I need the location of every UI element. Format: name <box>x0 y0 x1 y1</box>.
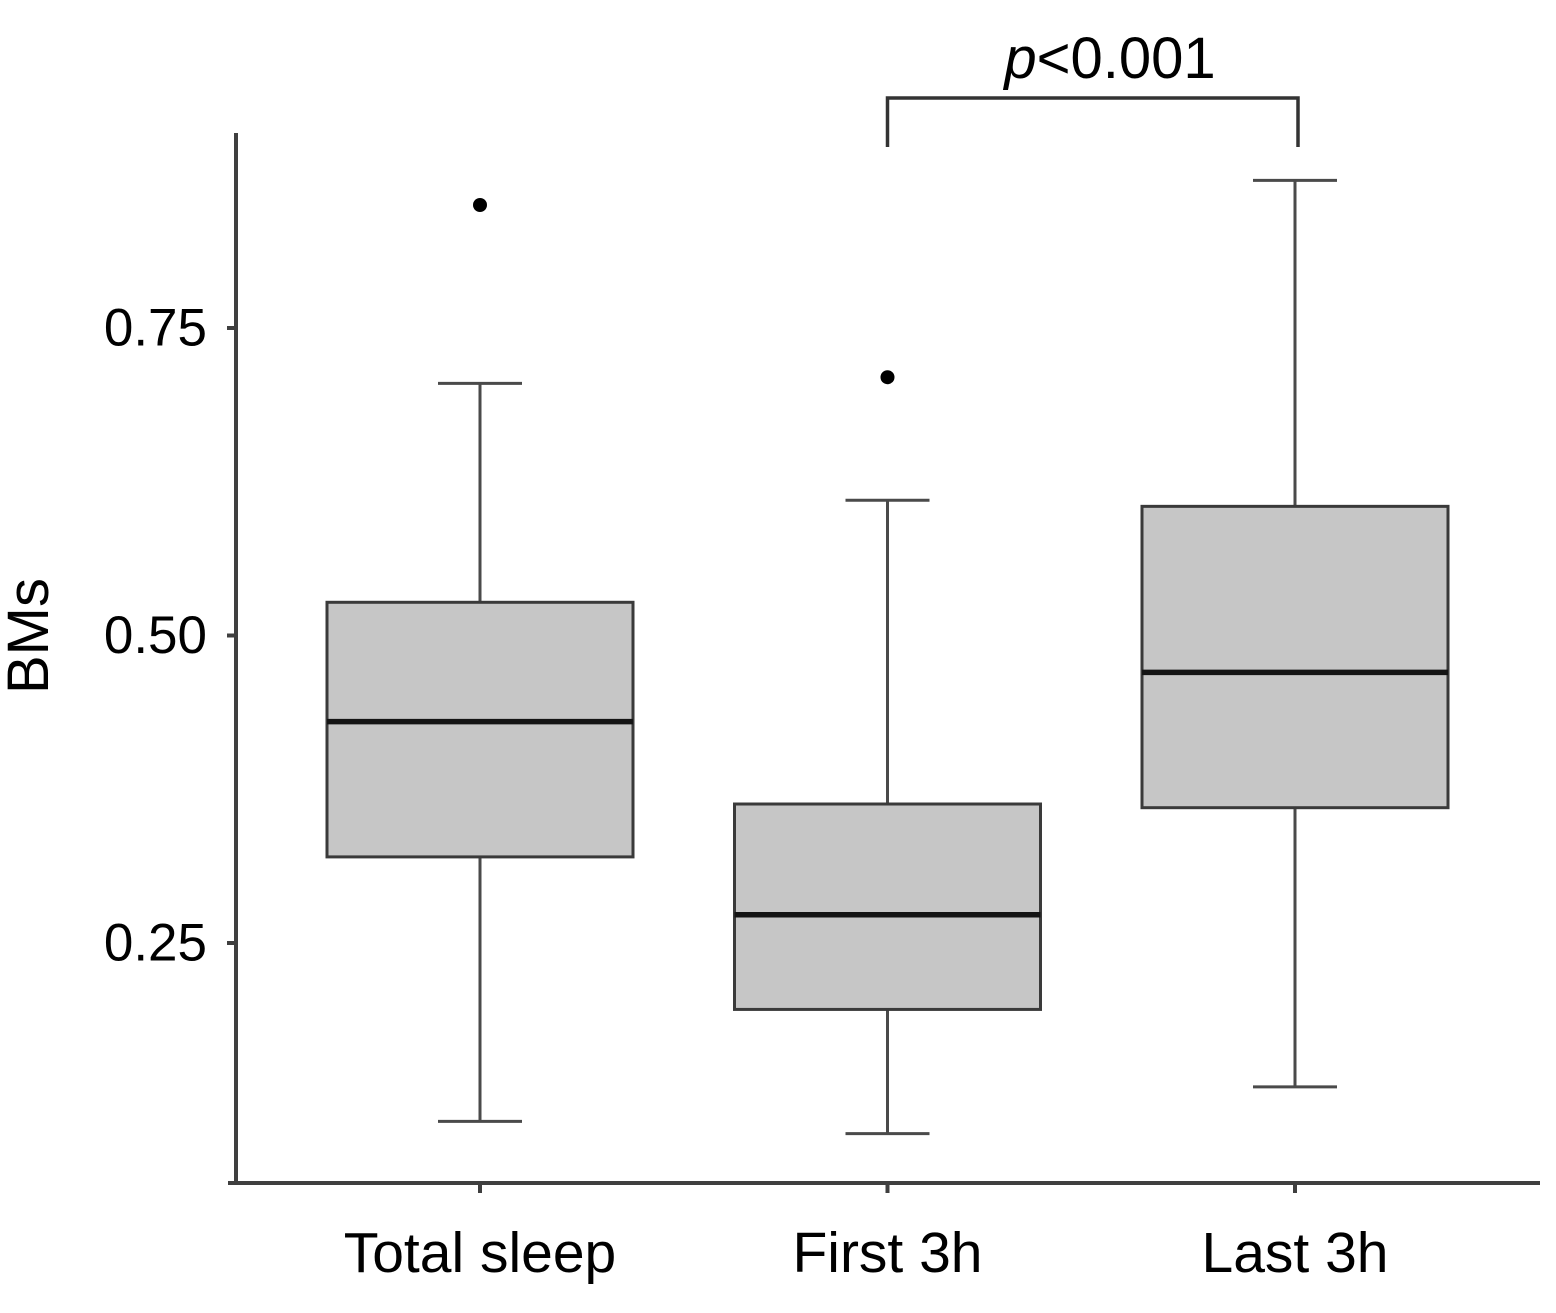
iqr-box <box>325 600 635 859</box>
p-value-symbol: p <box>1002 26 1036 91</box>
category-label: Total sleep <box>344 1221 617 1285</box>
y-axis-title: BMs <box>0 578 61 694</box>
p-value-label: p<0.001 <box>1002 26 1215 91</box>
y-tick-label: 0.50 <box>104 606 207 665</box>
iqr-box <box>733 802 1042 1011</box>
outlier-point <box>473 198 487 212</box>
y-tick-label: 0.25 <box>104 914 207 973</box>
y-tick-label: 0.75 <box>104 299 207 358</box>
iqr-box <box>1140 504 1450 810</box>
outlier-point <box>880 370 895 385</box>
category-label: First 3h <box>792 1221 982 1285</box>
category-label: Last 3h <box>1202 1221 1389 1285</box>
p-value-number: <0.001 <box>1037 26 1216 91</box>
significance-bracket <box>885 96 1300 147</box>
